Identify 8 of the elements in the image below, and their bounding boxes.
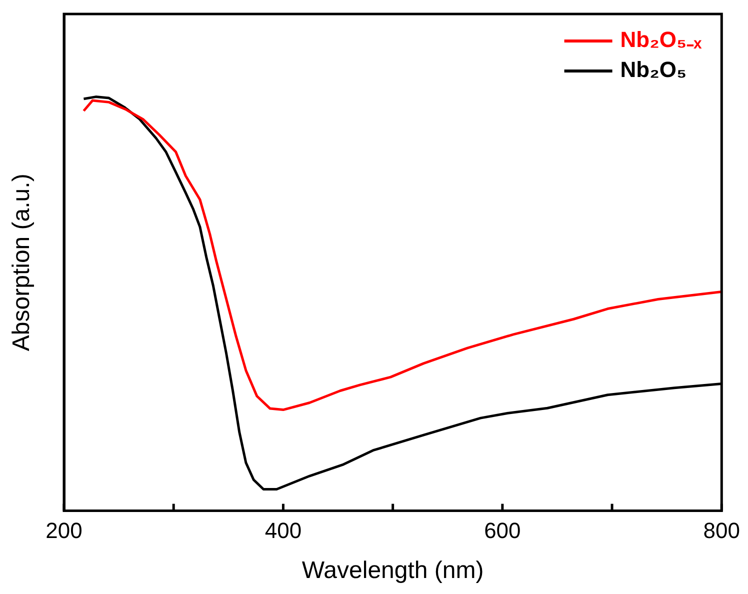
x-axis-title: Wavelength (nm) [302,557,484,584]
legend-label: Nb₂O₅ [620,57,687,82]
x-tick-label: 200 [46,518,82,544]
x-tick-label: 400 [264,518,302,544]
legend-label: Nb₂O₅₋ₓ [620,27,703,52]
x-tick-label: 800 [703,518,740,544]
x-tick-label: 600 [484,518,521,544]
y-axis-title: Absorption (a.u.) [8,174,36,352]
